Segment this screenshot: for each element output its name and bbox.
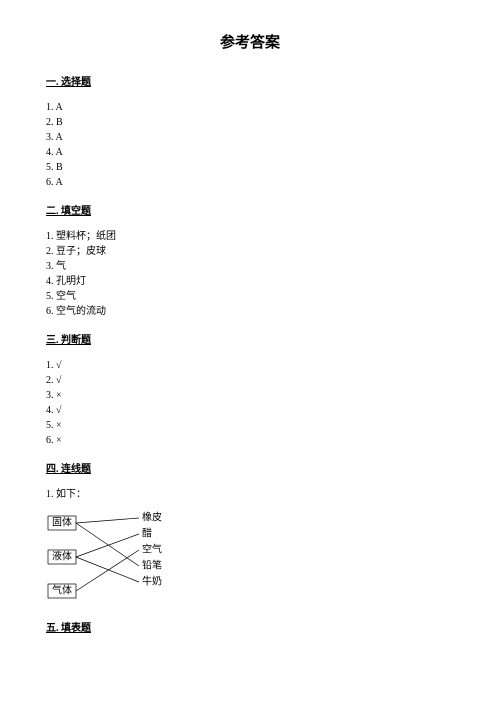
answer-item: 3. A	[46, 130, 454, 145]
section-1-heading: 一. 选择题	[46, 75, 454, 90]
answer-item: 6. ×	[46, 433, 454, 448]
matching-diagram: 固体液体气体 橡皮醋空气铅笔牛奶	[46, 510, 454, 607]
answer-item: 3. 气	[46, 259, 454, 274]
answer-item: 2. 豆子；皮球	[46, 244, 454, 259]
answer-item: 4. √	[46, 403, 454, 418]
answer-item: 4. 孔明灯	[46, 274, 454, 289]
svg-text:醋: 醋	[142, 526, 152, 539]
answer-item: 6. 空气的流动	[46, 304, 454, 319]
svg-text:液体: 液体	[52, 549, 72, 562]
svg-text:牛奶: 牛奶	[142, 574, 162, 587]
section-4-heading: 四. 连线题	[46, 462, 454, 477]
section-2-heading: 二. 填空题	[46, 204, 454, 219]
svg-text:固体: 固体	[52, 516, 72, 528]
svg-text:气体: 气体	[52, 583, 72, 596]
svg-text:橡皮: 橡皮	[142, 510, 162, 523]
answer-item: 1. √	[46, 358, 454, 373]
answer-item: 3. ×	[46, 388, 454, 403]
answer-item: 2. √	[46, 373, 454, 388]
answer-item: 5. ×	[46, 418, 454, 433]
answer-item: 4. A	[46, 145, 454, 160]
section-3-answers: 1. √ 2. √ 3. × 4. √ 5. × 6. ×	[46, 358, 454, 448]
svg-text:铅笔: 铅笔	[142, 558, 162, 571]
section-3-heading: 三. 判断题	[46, 333, 454, 348]
page-title: 参考答案	[46, 32, 454, 55]
answer-item: 6. A	[46, 175, 454, 190]
answer-item: 1. A	[46, 100, 454, 115]
section-1-answers: 1. A 2. B 3. A 4. A 5. B 6. A	[46, 100, 454, 190]
section-2-answers: 1. 塑料杯；纸团 2. 豆子；皮球 3. 气 4. 孔明灯 5. 空气 6. …	[46, 229, 454, 319]
matching-intro: 1. 如下：	[46, 487, 454, 502]
answer-item: 1. 塑料杯；纸团	[46, 229, 454, 244]
answer-item: 5. B	[46, 160, 454, 175]
answer-item: 2. B	[46, 115, 454, 130]
section-5-heading: 五. 填表题	[46, 621, 454, 636]
svg-text:空气: 空气	[142, 542, 162, 555]
answer-item: 5. 空气	[46, 289, 454, 304]
